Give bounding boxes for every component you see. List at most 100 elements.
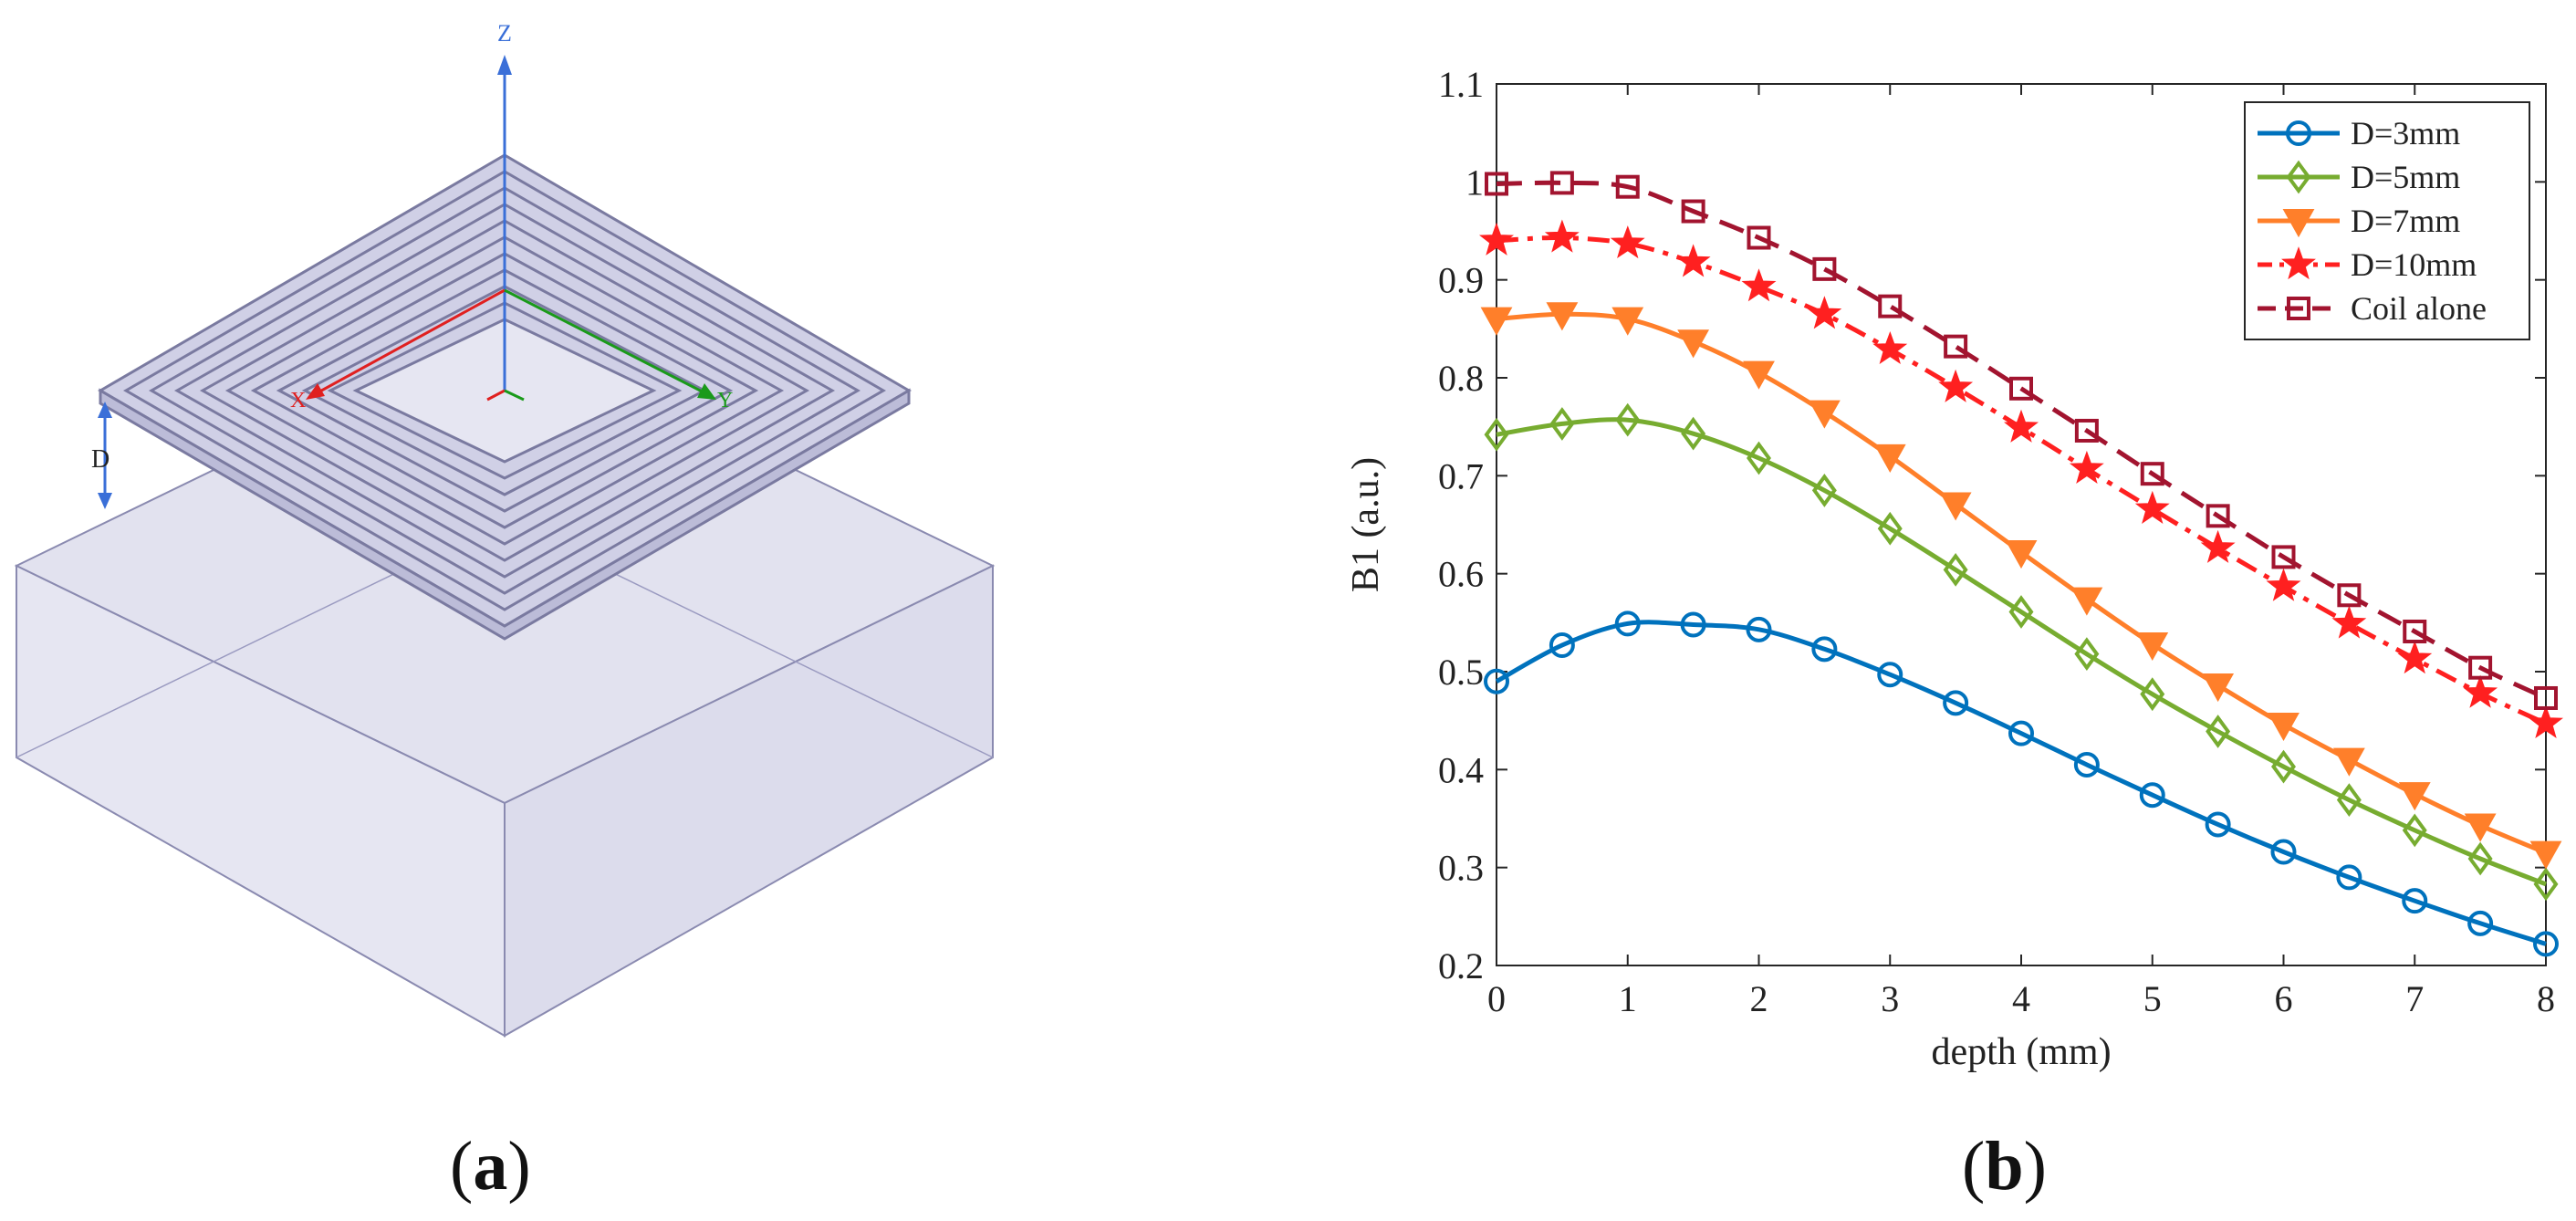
series-markers-4 [1485, 171, 2558, 710]
data-point-marker [2282, 209, 2315, 238]
y-axis-label: Y [717, 389, 733, 412]
series-line-4 [1496, 180, 2548, 701]
data-point-marker [1614, 610, 1641, 637]
data-point-marker [1746, 616, 1772, 642]
data-point-marker [2331, 605, 2367, 639]
data-point-marker [2271, 545, 2296, 569]
data-point-marker [2206, 715, 2231, 748]
data-point-marker [2202, 673, 2235, 703]
y-tick-label: 0.4 [1438, 749, 1484, 790]
caption-b: (b) [1962, 1128, 2047, 1205]
y-tick-label: 0.2 [1438, 945, 1484, 986]
data-point-marker [2004, 409, 2039, 443]
x-tick-label: 4 [2012, 978, 2030, 1019]
data-point-marker [2286, 160, 2311, 194]
data-point-marker [1675, 244, 1711, 277]
data-point-marker [1611, 307, 1644, 336]
data-point-marker [2287, 297, 2310, 320]
data-point-marker [2463, 674, 2498, 708]
x-tick-label: 6 [2275, 978, 2293, 1019]
data-point-marker [2206, 504, 2230, 528]
data-point-marker [1944, 334, 1968, 359]
data-point-marker [1615, 402, 1641, 437]
data-point-marker [1484, 417, 1509, 452]
y-tick-label: 0.5 [1438, 652, 1484, 693]
coil-3d-schematic: Z X Y D [14, 20, 996, 1038]
legend-label: D=10mm [2351, 246, 2477, 283]
data-point-marker [2468, 655, 2493, 680]
data-point-marker [2200, 529, 2236, 563]
y-tick-label: 0.3 [1438, 848, 1484, 889]
data-point-marker [2009, 376, 2033, 401]
data-point-marker [2467, 910, 2494, 936]
x-tick-label: 3 [1881, 978, 1899, 1019]
coordinate-axes: Z X Y [290, 20, 733, 412]
data-point-marker [1681, 416, 1706, 451]
series-markers [1479, 171, 2563, 957]
data-point-marker [1938, 369, 1974, 402]
data-point-marker [1943, 690, 1969, 716]
data-point-marker [2008, 595, 2034, 629]
series-markers-1 [1484, 402, 2559, 902]
y-axis-title: B1 (a.u.) [1345, 457, 1387, 592]
data-point-marker [2286, 120, 2311, 146]
data-point-marker [2336, 783, 2362, 817]
caption-a: (a) [450, 1128, 531, 1205]
data-point-marker [1549, 632, 1575, 659]
data-point-marker [1479, 222, 1514, 256]
data-point-marker [1747, 441, 1771, 475]
y-tick-label: 1 [1465, 162, 1484, 203]
x-tick-label: 0 [1487, 978, 1506, 1019]
data-point-marker [2069, 450, 2104, 484]
data-point-marker [1877, 662, 1903, 688]
z-axis-label: Z [497, 20, 512, 47]
data-point-marker [1939, 492, 1972, 521]
data-point-marker [1873, 444, 1906, 473]
data-point-marker [2332, 747, 2365, 777]
data-point-marker [2281, 246, 2316, 280]
data-point-marker [2140, 462, 2164, 486]
data-point-marker [2073, 751, 2100, 777]
distance-label: D [91, 445, 110, 474]
data-point-marker [1943, 552, 1968, 587]
data-point-marker [2005, 540, 2038, 569]
data-point-marker [2074, 637, 2100, 672]
data-point-marker [1610, 225, 1645, 259]
x-tick-label: 2 [1750, 978, 1768, 1019]
data-point-marker [1743, 360, 1775, 390]
data-point-marker [1811, 474, 1837, 507]
y-ticks: 0.2 0.3 0.4 0.5 0.6 0.7 0.8 0.9 1 1.1 [1438, 64, 2546, 986]
legend: D=3mm D=5mm D=7mm D=10mm Coil alone [2244, 101, 2530, 340]
data-point-marker [2070, 587, 2103, 616]
data-point-marker [2008, 720, 2034, 746]
legend-label: Coil alone [2351, 290, 2487, 327]
data-point-marker [2467, 841, 2493, 876]
data-point-marker [1811, 636, 1838, 663]
y-tick-label: 0.8 [1438, 358, 1484, 399]
data-point-marker [2336, 864, 2362, 891]
data-point-marker [2136, 631, 2169, 662]
data-point-marker [1681, 199, 1705, 224]
y-tick-label: 0.9 [1438, 260, 1484, 301]
data-point-marker [1546, 302, 1579, 331]
y-tick-label: 1.1 [1438, 64, 1484, 105]
data-point-marker [2464, 813, 2497, 842]
data-point-marker [2266, 568, 2301, 601]
data-point-marker [2074, 418, 2099, 443]
data-point-marker [2402, 813, 2427, 848]
data-point-marker [1485, 172, 1508, 196]
data-point-marker [2529, 704, 2563, 738]
data-point-marker [2270, 839, 2297, 865]
data-point-marker [1544, 219, 1580, 253]
x-tick-label: 8 [2537, 978, 2555, 1019]
data-point-marker [2337, 583, 2362, 608]
data-point-marker [1677, 329, 1710, 359]
data-point-marker [1807, 296, 1842, 329]
series-markers-0 [1484, 610, 2559, 957]
data-point-marker [2205, 811, 2231, 838]
legend-label: D=7mm [2351, 203, 2460, 239]
data-point-marker [2134, 490, 2170, 524]
data-point-marker [1808, 400, 1841, 429]
y-tick-label: 0.7 [1438, 455, 1484, 496]
data-point-marker [2397, 641, 2433, 674]
